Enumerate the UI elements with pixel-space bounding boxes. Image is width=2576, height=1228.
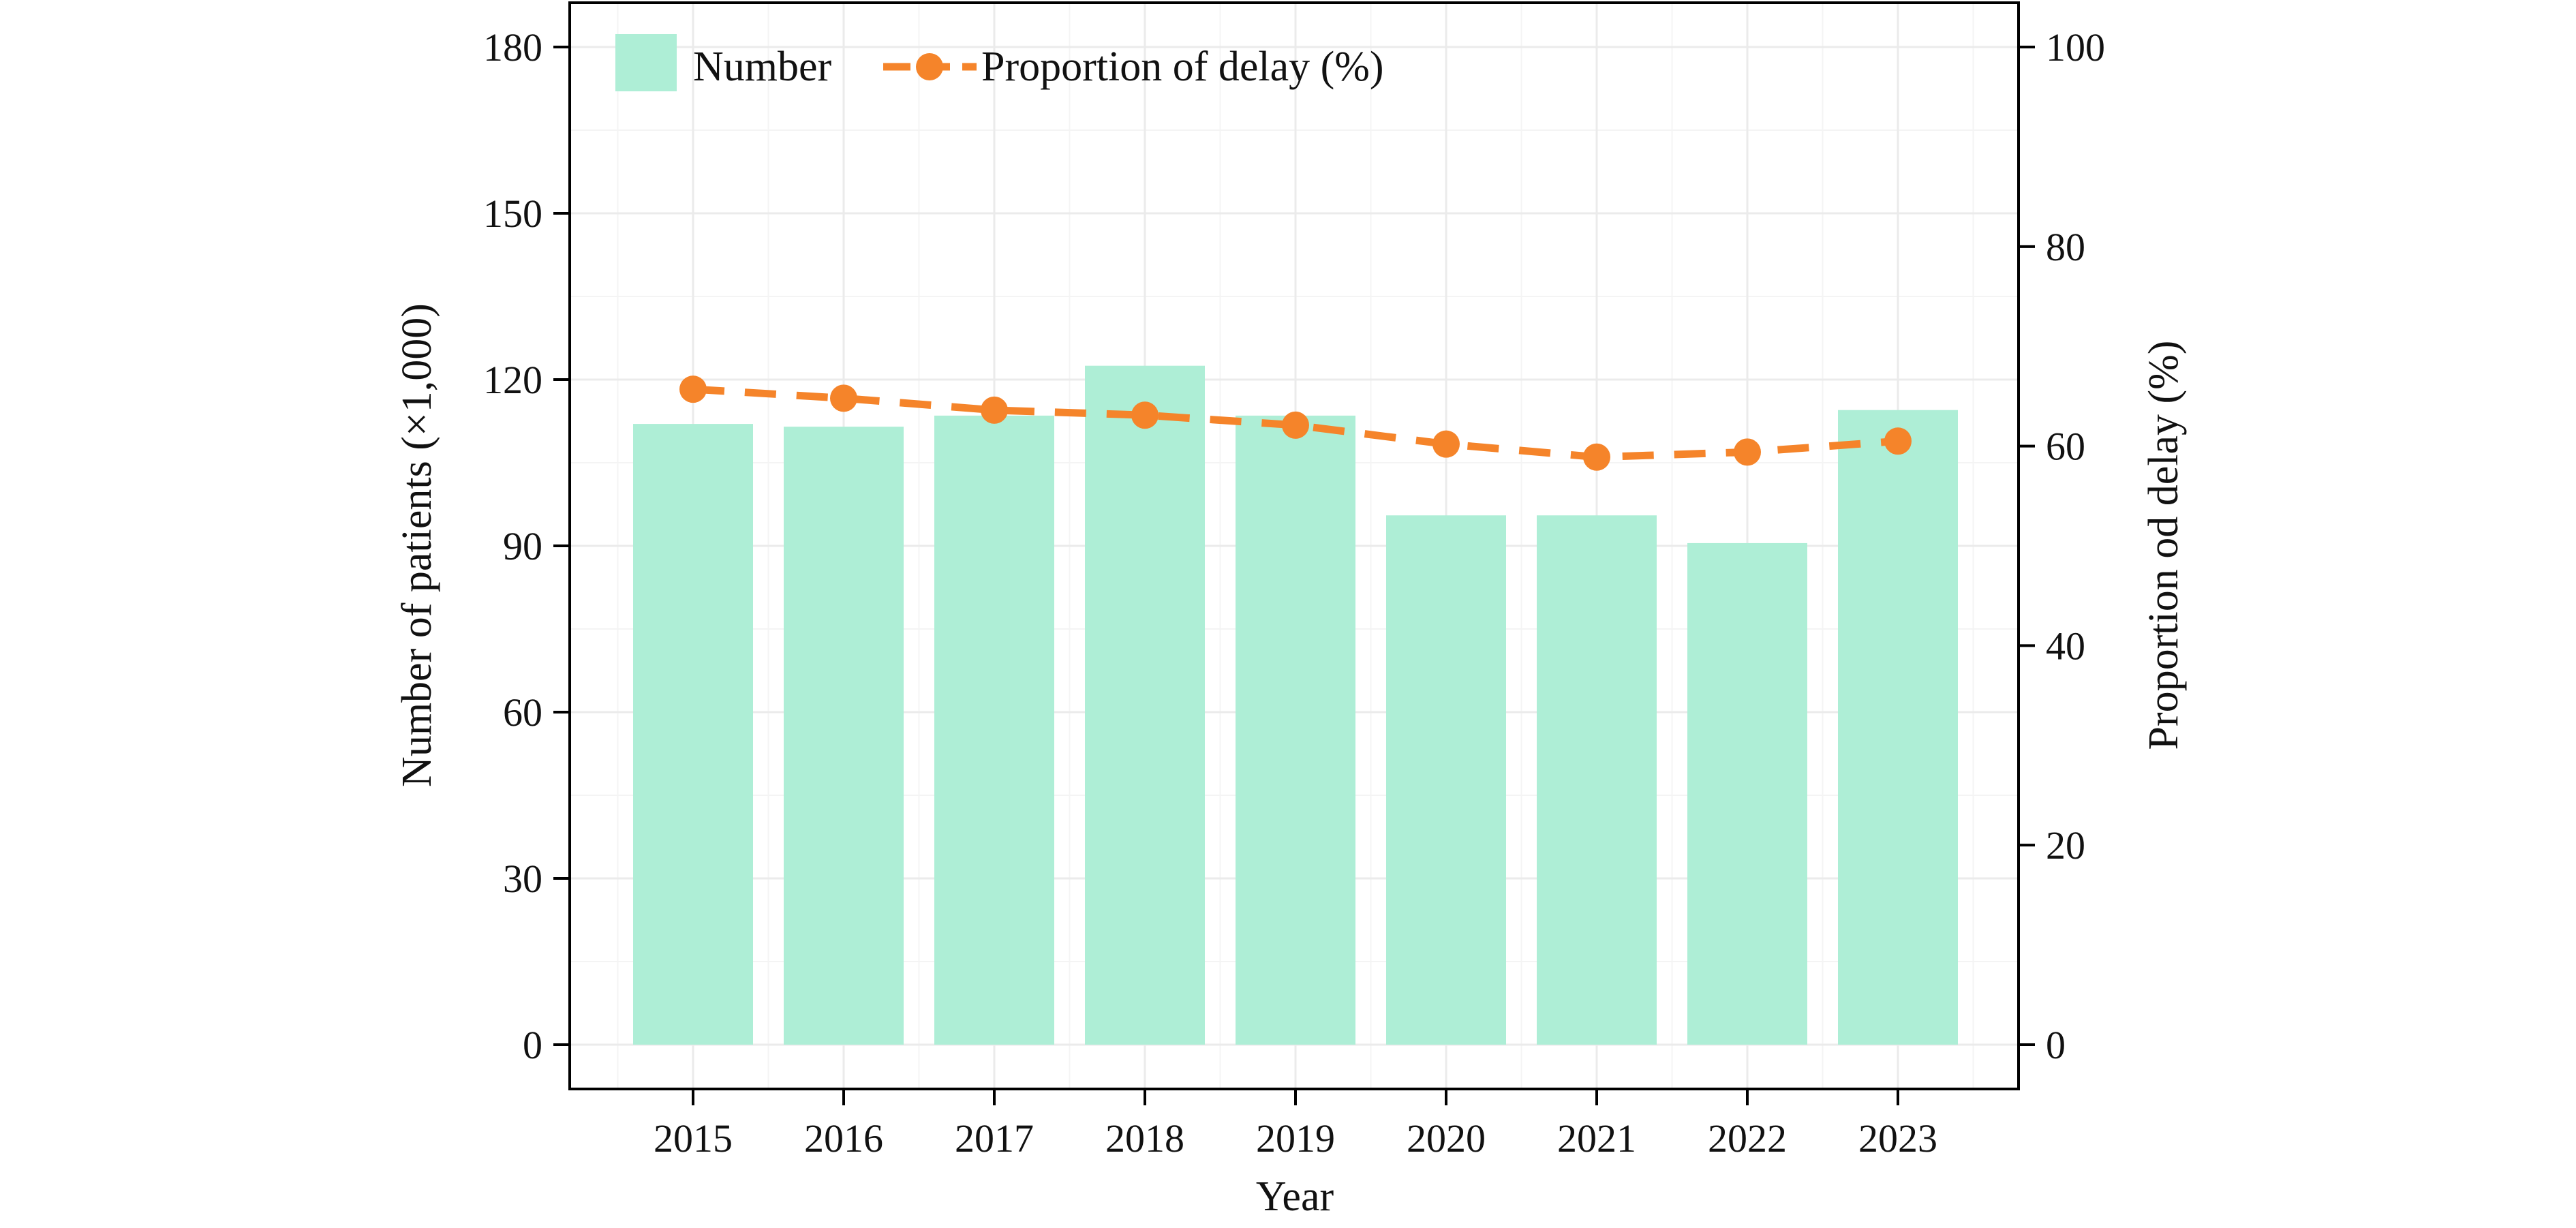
delay-point-2015: [679, 375, 707, 403]
left-tick-label: 180: [483, 25, 542, 70]
x-axis-ticks: 2015 2016 2017 2018 2019 2020 2021 2022 2023: [654, 1089, 1937, 1161]
left-tick-label: 120: [483, 358, 542, 402]
right-tick-label: 60: [2046, 425, 2085, 469]
x-tick-label: 2015: [654, 1116, 733, 1161]
bar-2019: [1236, 415, 1355, 1045]
delay-point-2016: [830, 384, 857, 412]
delay-points: [679, 375, 1912, 471]
legend-swatch-delay-marker: [916, 53, 943, 80]
delay-line: [692, 385, 1899, 461]
left-tick-label: 150: [483, 191, 542, 236]
x-tick-label: 2020: [1407, 1116, 1486, 1161]
delay-point-2018: [1131, 401, 1159, 429]
delay-point-2017: [981, 396, 1008, 424]
x-tick-label: 2018: [1105, 1116, 1184, 1161]
delay-point-2020: [1432, 430, 1460, 458]
bar-2016: [784, 427, 904, 1045]
x-tick-label: 2023: [1858, 1116, 1937, 1161]
right-tick-label: 0: [2046, 1023, 2066, 1067]
bar-2018: [1085, 365, 1205, 1045]
right-tick-label: 40: [2046, 624, 2085, 668]
bar-2020: [1386, 515, 1506, 1045]
x-tick-label: 2019: [1256, 1116, 1335, 1161]
delay-point-2019: [1282, 411, 1309, 439]
left-tick-label: 60: [503, 690, 542, 735]
legend-label-delay: Proportion of delay (%): [981, 44, 1384, 90]
bar-2023: [1838, 410, 1958, 1045]
legend: Number Proportion of delay (%): [615, 34, 1384, 91]
x-axis-title: Year: [1256, 1173, 1334, 1220]
bar-2021: [1537, 515, 1657, 1045]
right-tick-label: 80: [2046, 225, 2085, 269]
x-tick-label: 2021: [1557, 1116, 1636, 1161]
delay-point-2023: [1884, 427, 1912, 455]
y-axis-right-title: Proportion od delay (%): [2141, 341, 2187, 750]
x-tick-label: 2022: [1708, 1116, 1787, 1161]
left-axis-ticks: 0 30 60 90 120 150 180: [483, 25, 570, 1067]
x-tick-label: 2016: [804, 1116, 883, 1161]
bar-2017: [934, 415, 1054, 1045]
y-axis-left-title: Number of patients (×1,000): [394, 303, 440, 787]
legend-label-number: Number: [693, 44, 832, 90]
bar-2015: [633, 424, 753, 1045]
delay-point-2022: [1734, 438, 1761, 466]
delay-point-2021: [1583, 443, 1610, 471]
left-tick-label: 0: [523, 1023, 542, 1067]
right-tick-label: 20: [2046, 823, 2085, 868]
bar-2022: [1687, 542, 1807, 1045]
right-tick-label: 100: [2046, 25, 2105, 70]
left-tick-label: 30: [503, 857, 542, 901]
bar-series: [633, 365, 1958, 1045]
legend-swatch-number: [615, 34, 677, 91]
right-axis-ticks: 0 20 40 60 80 100: [2019, 25, 2105, 1067]
left-tick-label: 90: [503, 524, 542, 568]
x-tick-label: 2017: [955, 1116, 1034, 1161]
